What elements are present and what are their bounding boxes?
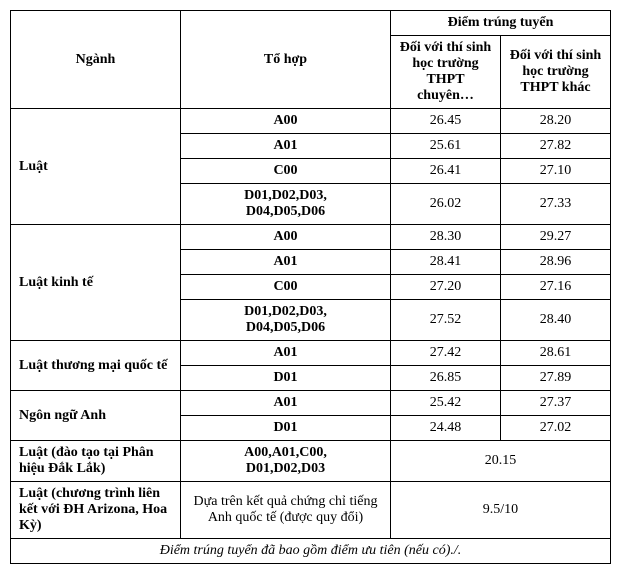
combo-cell: C00: [181, 275, 391, 300]
header-score-group: Điểm trúng tuyển: [391, 11, 611, 36]
score-chuyen-cell: 27.20: [391, 275, 501, 300]
score-khac-cell: 28.61: [501, 341, 611, 366]
score-chuyen-cell: 28.30: [391, 225, 501, 250]
score-chuyen-cell: 24.48: [391, 416, 501, 441]
header-major: Ngành: [11, 11, 181, 109]
footnote-row: Điểm trúng tuyển đã bao gồm điểm ưu tiên…: [11, 539, 611, 564]
score-khac-cell: 28.96: [501, 250, 611, 275]
admission-scores-table: Ngành Tổ hợp Điểm trúng tuyển Đối với th…: [10, 10, 611, 564]
major-cell: Ngôn ngữ Anh: [11, 391, 181, 441]
score-khac-cell: 27.89: [501, 366, 611, 391]
score-khac-cell: 29.27: [501, 225, 611, 250]
combo-cell: D01,D02,D03,D04,D05,D06: [181, 184, 391, 225]
combo-cell: A01: [181, 250, 391, 275]
score-chuyen-cell: 26.41: [391, 159, 501, 184]
footnote-cell: Điểm trúng tuyển đã bao gồm điểm ưu tiên…: [11, 539, 611, 564]
combo-cell: Dựa trên kết quả chứng chỉ tiếng Anh quố…: [181, 482, 391, 539]
score-chuyen-cell: 26.85: [391, 366, 501, 391]
score-khac-cell: 28.40: [501, 300, 611, 341]
table-row: Ngôn ngữ AnhA0125.4227.37: [11, 391, 611, 416]
combo-cell: A00,A01,C00,D01,D02,D03: [181, 441, 391, 482]
table-row: Luật (đào tạo tại Phân hiệu Đắk Lắk)A00,…: [11, 441, 611, 482]
combo-cell: D01,D02,D03,D04,D05,D06: [181, 300, 391, 341]
score-merged-cell: 20.15: [391, 441, 611, 482]
score-khac-cell: 27.37: [501, 391, 611, 416]
table-row: Luật (chương trình liên kết với ĐH Arizo…: [11, 482, 611, 539]
score-khac-cell: 27.16: [501, 275, 611, 300]
score-khac-cell: 27.33: [501, 184, 611, 225]
major-cell: Luật: [11, 109, 181, 225]
combo-cell: A00: [181, 109, 391, 134]
header-score-chuyen: Đối với thí sinh học trường THPT chuyên…: [391, 36, 501, 109]
score-khac-cell: 27.02: [501, 416, 611, 441]
combo-cell: D01: [181, 416, 391, 441]
table-header: Ngành Tổ hợp Điểm trúng tuyển Đối với th…: [11, 11, 611, 109]
table-row: Luật kinh tếA0028.3029.27: [11, 225, 611, 250]
score-chuyen-cell: 27.52: [391, 300, 501, 341]
combo-cell: A01: [181, 134, 391, 159]
combo-cell: D01: [181, 366, 391, 391]
table-row: Luật thương mại quốc tếA0127.4228.61: [11, 341, 611, 366]
score-merged-cell: 9.5/10: [391, 482, 611, 539]
combo-cell: A01: [181, 341, 391, 366]
score-chuyen-cell: 27.42: [391, 341, 501, 366]
header-combo: Tổ hợp: [181, 11, 391, 109]
score-khac-cell: 27.82: [501, 134, 611, 159]
score-khac-cell: 27.10: [501, 159, 611, 184]
combo-cell: C00: [181, 159, 391, 184]
major-cell: Luật kinh tế: [11, 225, 181, 341]
score-chuyen-cell: 26.45: [391, 109, 501, 134]
table-row: LuậtA0026.4528.20: [11, 109, 611, 134]
header-score-khac: Đối với thí sinh học trường THPT khác: [501, 36, 611, 109]
score-chuyen-cell: 25.42: [391, 391, 501, 416]
major-cell: Luật thương mại quốc tế: [11, 341, 181, 391]
combo-cell: A00: [181, 225, 391, 250]
combo-cell: A01: [181, 391, 391, 416]
score-chuyen-cell: 25.61: [391, 134, 501, 159]
score-chuyen-cell: 28.41: [391, 250, 501, 275]
major-cell: Luật (chương trình liên kết với ĐH Arizo…: [11, 482, 181, 539]
score-khac-cell: 28.20: [501, 109, 611, 134]
table-body: LuậtA0026.4528.20A0125.6127.82C0026.4127…: [11, 109, 611, 564]
major-cell: Luật (đào tạo tại Phân hiệu Đắk Lắk): [11, 441, 181, 482]
score-chuyen-cell: 26.02: [391, 184, 501, 225]
